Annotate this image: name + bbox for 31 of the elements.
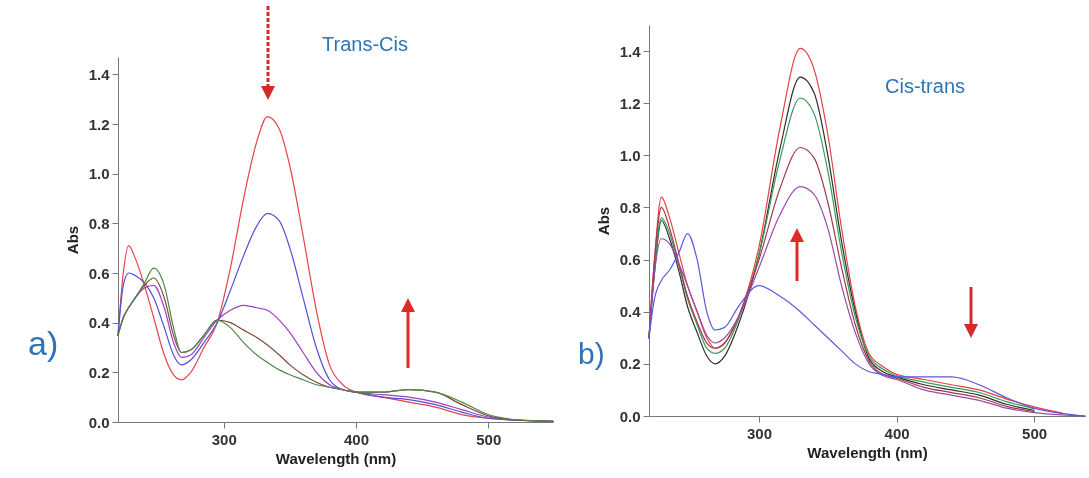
y-tick-label: 0.0 <box>88 413 110 431</box>
y-tick-label: 0.4 <box>88 314 111 332</box>
y-tick-label: 1.2 <box>619 94 641 112</box>
y-tick-label: 0.2 <box>88 363 110 381</box>
y-tick-label: 1.4 <box>88 65 111 83</box>
line-series <box>648 146 1035 413</box>
x-tick-label: 300 <box>211 430 237 448</box>
y-axis-title: Abs <box>594 206 612 236</box>
y-tick-label: 0.8 <box>88 214 110 232</box>
y-tick-label: 0.6 <box>619 251 641 269</box>
x-axis-title: Wavelength (nm) <box>807 443 928 461</box>
annotation: Cis-trans <box>884 75 966 97</box>
y-axis-title: Abs <box>63 225 81 255</box>
y-tick-label: 0.6 <box>88 264 110 282</box>
y-tick-label: 1.2 <box>88 115 110 133</box>
text: b) <box>578 337 605 370</box>
y-tick-label: 1.0 <box>619 146 641 164</box>
y-tick-label: 1.4 <box>619 42 642 60</box>
y-tick-label: 0.4 <box>619 303 642 321</box>
y-tick-label: 0.2 <box>619 355 641 373</box>
y-tick-label: 1.0 <box>88 165 110 183</box>
x-tick-label: 300 <box>747 424 773 442</box>
text: Trans-Cis <box>322 33 408 55</box>
x-tick-label: 400 <box>884 424 910 442</box>
x-axis-title: Wavelength (nm) <box>275 449 397 467</box>
text: a) <box>28 324 59 362</box>
x-tick-label: 400 <box>343 430 370 448</box>
y-tick-label: 0.0 <box>619 407 641 425</box>
y-tick-label: 0.8 <box>619 198 641 216</box>
x-tick-label: 500 <box>1022 424 1048 442</box>
x-tick-label: 500 <box>476 430 502 448</box>
